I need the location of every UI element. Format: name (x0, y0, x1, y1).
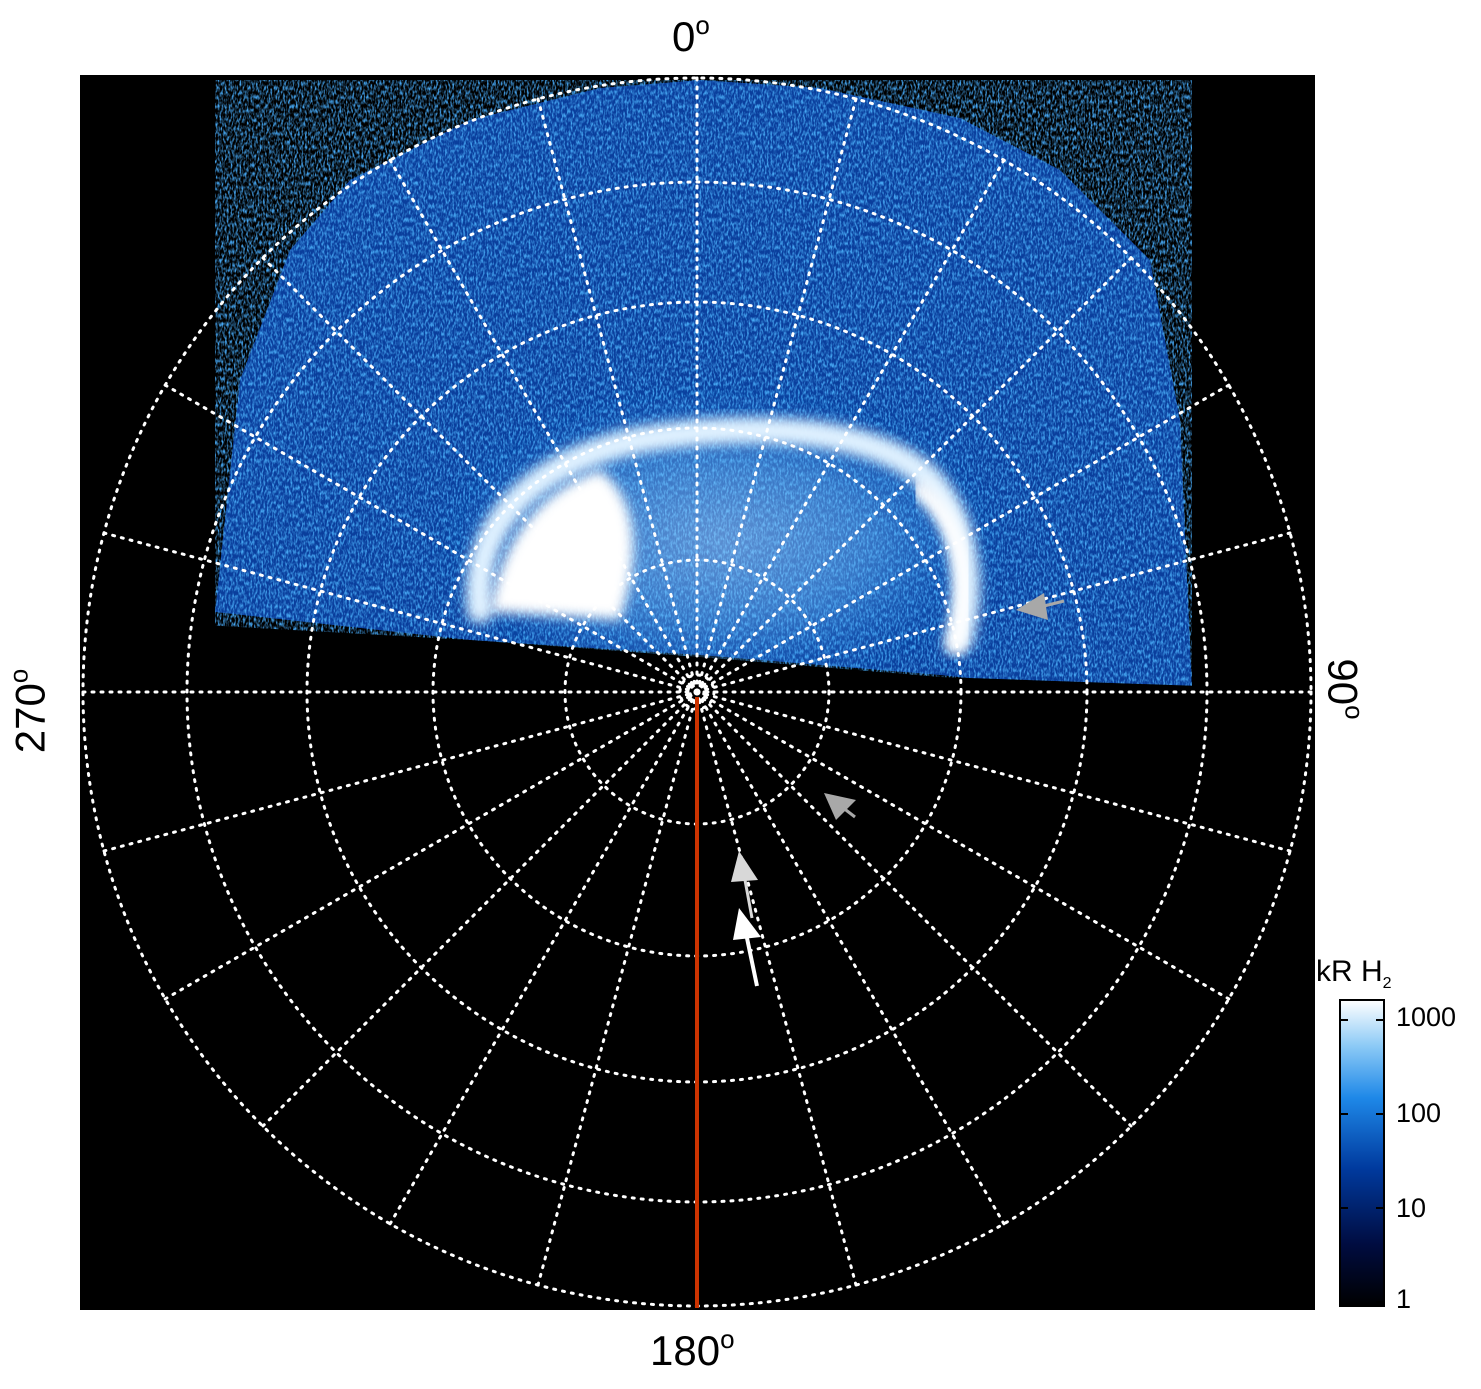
colorbar-ticks (1340, 1019, 1384, 1303)
annotation-arrows (731, 593, 1065, 987)
arrow-white (733, 908, 761, 987)
colorbar-tick-100: 100 (1396, 1098, 1442, 1128)
colorbar-title: kR H2 (1316, 955, 1392, 992)
longitude-grid (81, 76, 1313, 1287)
arrow-mid-gray (824, 793, 856, 820)
label-0-deg: 0o (672, 10, 710, 60)
colorbar-tick-1: 1 (1396, 1284, 1412, 1314)
label-270-deg: 270o (3, 668, 54, 754)
label-90-deg: 90o (1319, 658, 1370, 720)
colorbar-tick-1000: 1000 (1396, 1002, 1457, 1032)
arrow-dusk-gray (1016, 593, 1065, 620)
colorbar-tick-10: 10 (1396, 1193, 1427, 1223)
label-180-deg: 180o (650, 1324, 735, 1374)
arrow-light (731, 851, 758, 919)
aurora-emission (80, 80, 1315, 1310)
colorbar (1339, 999, 1385, 1307)
bright-dawn-patch (490, 470, 634, 620)
